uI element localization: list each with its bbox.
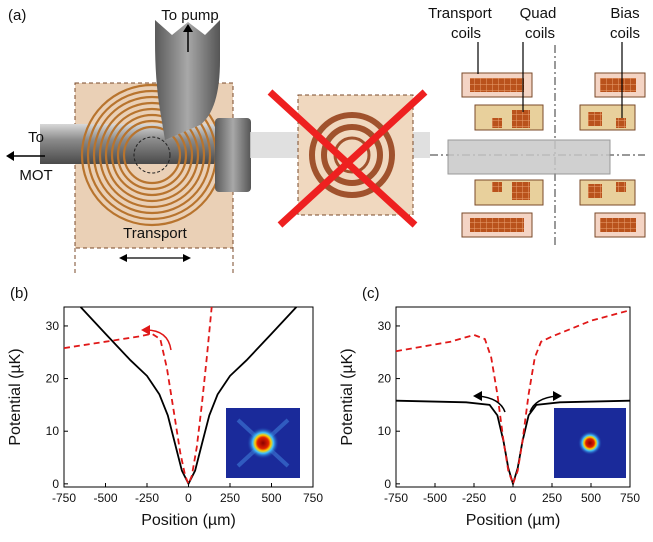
pump-arrow-head xyxy=(183,24,193,32)
vacuum-tube xyxy=(40,124,230,164)
x-axis-title: Position (µm) xyxy=(466,512,561,529)
y-tick-label: 30 xyxy=(46,319,60,333)
flange xyxy=(215,118,251,192)
shift-arrow-head xyxy=(141,325,150,335)
x-tick-label: 250 xyxy=(542,491,562,505)
red-cross xyxy=(267,89,428,228)
coil-label: coils xyxy=(525,25,555,42)
y-tick-label: 20 xyxy=(378,372,392,386)
x-tick-label: -250 xyxy=(135,491,159,505)
x-tick-label: 750 xyxy=(620,491,640,505)
inset-image xyxy=(554,408,626,478)
transport-arrow-heads xyxy=(119,254,191,262)
setup-diagram xyxy=(6,20,646,275)
x-tick-label: -500 xyxy=(93,491,117,505)
y-axis-title: Potential (µK) xyxy=(7,348,24,445)
y-tick-label: 30 xyxy=(378,319,392,333)
coil-blocks xyxy=(461,72,646,238)
pump-pipe xyxy=(155,20,220,140)
x-axis-title: Position (µm) xyxy=(141,512,236,529)
x-tick-label: 500 xyxy=(581,491,601,505)
x-tick-label: -250 xyxy=(462,491,486,505)
coil-label: coils xyxy=(610,25,640,42)
mot-label: To xyxy=(28,129,44,146)
cell-section xyxy=(447,139,611,175)
coil-label: Transport xyxy=(428,5,492,22)
y-tick-label: 20 xyxy=(46,372,60,386)
y-tick-label: 0 xyxy=(384,477,391,491)
coil-label: coils xyxy=(451,25,481,42)
pump-label: To pump xyxy=(161,7,219,24)
coil-label: Quad xyxy=(520,5,557,22)
x-tick-label: 0 xyxy=(185,491,192,505)
escape-arrow-head xyxy=(473,391,482,401)
escape-arrow-head xyxy=(553,391,562,401)
transport-label: Transport xyxy=(123,225,187,242)
mot-label: MOT xyxy=(19,167,52,184)
x-tick-label: 750 xyxy=(303,491,323,505)
x-tick-label: 500 xyxy=(261,491,281,505)
potential-curve xyxy=(79,306,298,486)
atom-cloud xyxy=(133,136,171,174)
y-tick-label: 10 xyxy=(46,424,60,438)
coil-label: Bias xyxy=(610,5,639,22)
panel-label: (b) xyxy=(10,285,28,302)
y-axis-title: Potential (µK) xyxy=(339,348,356,445)
x-tick-label: -500 xyxy=(423,491,447,505)
y-tick-label: 10 xyxy=(378,424,392,438)
x-tick-label: -750 xyxy=(384,491,408,505)
x-tick-label: 250 xyxy=(220,491,240,505)
potential-curve xyxy=(63,306,213,487)
inset-image xyxy=(226,408,300,478)
panel-label: (c) xyxy=(362,285,380,302)
x-tick-label: 0 xyxy=(510,491,517,505)
potential-curve xyxy=(395,399,631,487)
y-tick-label: 0 xyxy=(52,477,59,491)
mot-arrow-head xyxy=(6,151,14,161)
x-tick-label: -750 xyxy=(52,491,76,505)
panel-label: (a) xyxy=(8,7,26,24)
label-arrows xyxy=(477,42,623,118)
